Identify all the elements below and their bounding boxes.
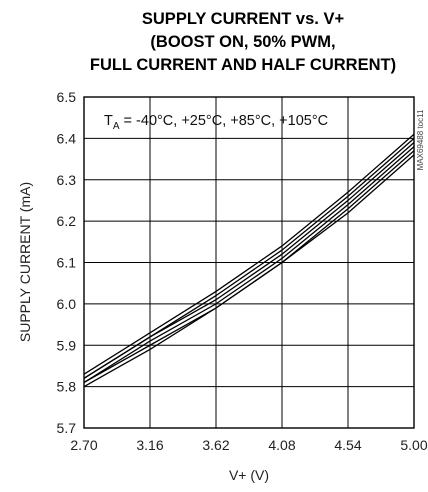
- x-tick-label-5: 5.00: [400, 437, 427, 453]
- y-tick-label-3: 6.2: [57, 213, 77, 229]
- chart-title-line-3: FULL CURRENT AND HALF CURRENT): [90, 56, 396, 74]
- annotation-t: T: [104, 113, 113, 129]
- y-tick-label-1: 6.4: [57, 130, 77, 146]
- y-tick-label-8: 5.7: [57, 420, 77, 436]
- series-line-5: [83, 154, 415, 388]
- series-line-1: [83, 137, 415, 379]
- y-tick-label-2: 6.3: [57, 172, 77, 188]
- chart-title-line-1: SUPPLY CURRENT vs. V+: [142, 10, 344, 28]
- x-tick-label-2: 3.62: [202, 437, 229, 453]
- x-tick-labels: 2.70 3.16 3.62 4.08 4.54 5.00: [70, 437, 427, 453]
- x-axis-label: V+ (V): [229, 467, 269, 483]
- chart-title: SUPPLY CURRENT vs. V+ (BOOST ON, 50% PWM…: [90, 10, 396, 74]
- grid-lines: [83, 96, 415, 429]
- y-tick-labels: 6.5 6.4 6.3 6.2 6.1 6.0 5.9 5.8 5.7: [57, 89, 77, 436]
- figure-id-note: MAX69488 toc11: [416, 109, 425, 170]
- plot-frame: [83, 96, 415, 429]
- series-line-0: [83, 133, 415, 375]
- series-line-3: [83, 146, 415, 384]
- series-line-2: [83, 142, 415, 379]
- x-tick-label-4: 4.54: [334, 437, 361, 453]
- x-tick-label-0: 2.70: [70, 437, 97, 453]
- y-tick-label-0: 6.5: [57, 89, 77, 105]
- x-tick-label-1: 3.16: [136, 437, 163, 453]
- y-tick-label-4: 6.1: [57, 255, 77, 271]
- y-tick-label-6: 5.9: [57, 337, 77, 353]
- x-tick-label-3: 4.08: [268, 437, 295, 453]
- chart-title-line-2: (BOOST ON, 50% PWM,: [150, 33, 335, 51]
- temperature-annotation: TA = -40°C, +25°C, +85°C, +105°C: [104, 113, 328, 132]
- data-series: [83, 133, 415, 388]
- y-tick-label-5: 6.0: [57, 296, 77, 312]
- annotation-subscript: A: [113, 121, 120, 132]
- y-tick-label-7: 5.8: [57, 379, 77, 395]
- annotation-text: = -40°C, +25°C, +85°C, +105°C: [120, 113, 329, 129]
- y-axis-label: SUPPLY CURRENT (mA): [17, 182, 33, 342]
